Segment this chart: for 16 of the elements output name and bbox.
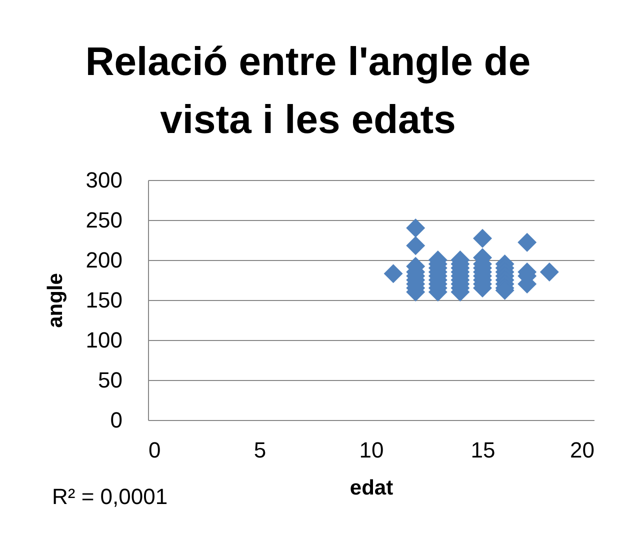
y-axis-title: angle: [44, 273, 67, 328]
x-tick-label: 5: [254, 438, 266, 462]
y-tick-label: 0: [110, 408, 122, 432]
y-tick-label: 100: [86, 328, 122, 352]
chart-title: Relació entre l'angle de vista i les edats: [85, 40, 531, 142]
x-axis-title: edat: [350, 476, 394, 500]
y-tick-label: 50: [98, 368, 122, 392]
y-tick-label: 250: [86, 208, 122, 232]
y-tick-label: 300: [86, 168, 122, 192]
x-tick-label: 20: [570, 438, 594, 462]
x-tick-label: 0: [148, 438, 161, 462]
x-tick-label: 15: [470, 438, 496, 462]
x-tick-label: 10: [359, 438, 384, 462]
text: R² = 0,0001: [52, 484, 168, 509]
y-tick-label: 200: [86, 248, 122, 272]
y-tick-label: 150: [86, 288, 122, 312]
